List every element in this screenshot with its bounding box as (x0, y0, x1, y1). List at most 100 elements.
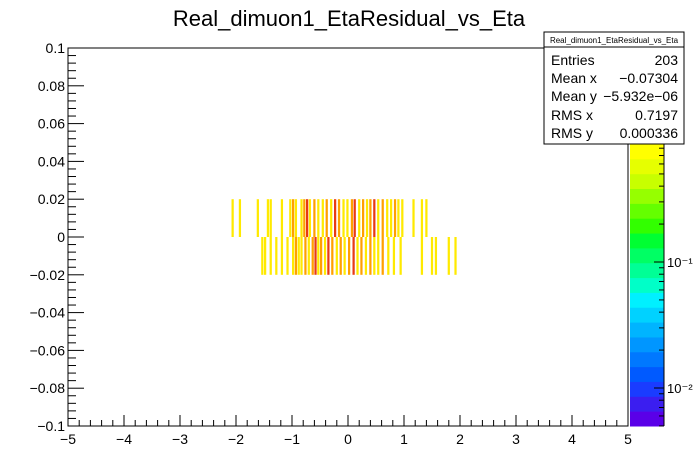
y-tick-label: −0.08 (30, 380, 66, 396)
heatmap-cell-upper-8 (294, 199, 298, 237)
heatmap-cell-upper-33 (393, 199, 397, 237)
heatmap-cell-lower-25 (360, 237, 363, 275)
palette-swatch-18 (630, 144, 664, 160)
stats-entries-label: Entries (551, 52, 595, 68)
y-tick-label: 0.04 (38, 153, 65, 169)
heatmap-cell-upper-3 (266, 199, 270, 237)
heatmap-cell-upper-14 (317, 199, 320, 237)
heatmap-cell-upper-13 (313, 199, 316, 237)
stats-box-header: Real_dimuon1_EtaResidual_vs_Eta (550, 36, 679, 45)
heatmap-cell-upper-17 (330, 199, 333, 237)
y-tick-label: −0.04 (30, 305, 66, 321)
heatmap-cell-lower-21 (343, 237, 346, 275)
heatmap-cell-lower-9 (300, 237, 303, 275)
stats-box-frame (543, 31, 685, 145)
palette-swatch-7 (630, 307, 664, 323)
palette-swatch-13 (630, 218, 664, 234)
heatmap-cell-lower-20 (339, 237, 342, 275)
heatmap-cell-lower-27 (369, 237, 372, 275)
heatmap-cell-upper-6 (289, 199, 292, 237)
heatmap-cell-lower-31 (387, 237, 390, 275)
heatmap-cell-upper-29 (377, 199, 380, 237)
x-tick-label: 0 (344, 431, 352, 447)
palette-swatch-0 (630, 411, 664, 427)
stats-mean-x-value: −0.07304 (619, 70, 678, 86)
x-tick-label: 2 (456, 431, 464, 447)
heatmap-cell-upper-22 (350, 199, 354, 237)
palette-swatch-9 (630, 277, 664, 293)
palette-swatch-14 (630, 203, 664, 219)
stats-rms-x-label: RMS x (551, 107, 593, 123)
heatmap-cell-upper-19 (337, 199, 341, 237)
heatmap-cell-upper-32 (390, 199, 393, 237)
chart-title: Real_dimuon1_EtaResidual_vs_Eta (173, 6, 526, 31)
palette-swatch-5 (630, 336, 664, 353)
heatmap-cell-lower-16 (323, 237, 327, 275)
heatmap-cell-lower-10 (304, 237, 307, 275)
palette-swatch-3 (630, 366, 664, 382)
heatmap-cell-lower-22 (348, 237, 351, 275)
heatmap-cell-lower-29 (377, 237, 380, 275)
y-tick-label: 0 (57, 229, 65, 245)
palette-swatch-12 (630, 233, 664, 249)
heatmap-cell-lower-14 (317, 237, 320, 275)
palette-swatch-8 (630, 292, 664, 308)
x-tick-label: −1 (284, 431, 300, 447)
heatmap-cell-upper-21 (346, 199, 349, 237)
y-tick-label: −0.02 (30, 267, 66, 283)
palette-swatch-1 (630, 396, 664, 412)
heatmap-cell-upper-28 (373, 199, 376, 237)
heatmap-cell-upper-23 (353, 199, 356, 237)
heatmap-cell-upper-37 (420, 199, 424, 237)
heatmap-cell-upper-26 (365, 199, 369, 237)
heatmap-cell-lower-34 (420, 237, 424, 275)
heatmap-cell-upper-4 (269, 199, 272, 237)
palette-swatch-4 (630, 351, 664, 368)
heatmap-cell-lower-32 (392, 237, 396, 275)
heatmap-cell-lower-26 (364, 237, 368, 275)
color-palette (630, 144, 664, 427)
heatmap-cell-upper-16 (325, 199, 328, 237)
y-axis: −0.1 −0.08 −0.06 −0.04 −0.02 0 0.02 0.04 0.06 0.0… (30, 40, 84, 434)
palette-tick-label: 10⁻² (667, 381, 693, 396)
heatmap-cell-upper-15 (321, 199, 324, 237)
heatmap-cell-lower-28 (373, 237, 376, 275)
heatmap-cell-upper-34 (397, 199, 400, 237)
heatmap-cell-upper-25 (362, 199, 365, 237)
heatmap-cell-lower-23 (352, 237, 355, 275)
heatmap-cell-lower-13 (314, 237, 317, 275)
heatmap-cell-upper-24 (358, 199, 361, 237)
heatmap-cell-upper-7 (292, 199, 295, 237)
heatmap-cell-lower-4 (280, 237, 284, 275)
palette-tick-label: 10⁻¹ (667, 255, 693, 270)
y-tick-label: 0.06 (38, 116, 65, 132)
heatmap-cell-upper-18 (334, 199, 337, 237)
heatmap-cell-lower-17 (327, 237, 330, 275)
heatmap-cells (231, 199, 457, 275)
heatmap-cell-upper-35 (401, 199, 404, 237)
palette-swatch-17 (630, 158, 664, 175)
heatmap-cell-upper-5 (280, 199, 284, 237)
heatmap-cell-lower-37 (447, 237, 450, 275)
stats-entries-value: 203 (655, 52, 679, 68)
x-tick-label: −5 (60, 431, 76, 447)
palette-swatch-11 (630, 247, 664, 264)
heatmap-cell-lower-12 (311, 237, 314, 275)
stats-rms-x-value: 0.7197 (635, 107, 678, 123)
x-tick-label: −3 (172, 431, 188, 447)
y-tick-label: −0.1 (37, 418, 65, 434)
x-axis: −5 −4 −3 −2 −1 0 1 2 3 4 5 (60, 415, 632, 447)
x-tick-label: 4 (568, 431, 576, 447)
heatmap-cell-lower-33 (399, 237, 402, 275)
heatmap-cell-lower-6 (292, 237, 295, 275)
heatmap-cell-upper-36 (412, 199, 415, 237)
heatmap-cell-upper-1 (238, 199, 242, 237)
stats-rms-y-value: 0.000336 (620, 125, 679, 141)
stats-mean-x-label: Mean x (551, 70, 597, 86)
heatmap-cell-upper-31 (386, 199, 389, 237)
palette-swatch-16 (630, 173, 664, 190)
heatmap-cell-upper-0 (231, 199, 234, 237)
y-tick-label: 0.08 (38, 78, 65, 94)
heatmap-cell-lower-2 (269, 237, 272, 275)
